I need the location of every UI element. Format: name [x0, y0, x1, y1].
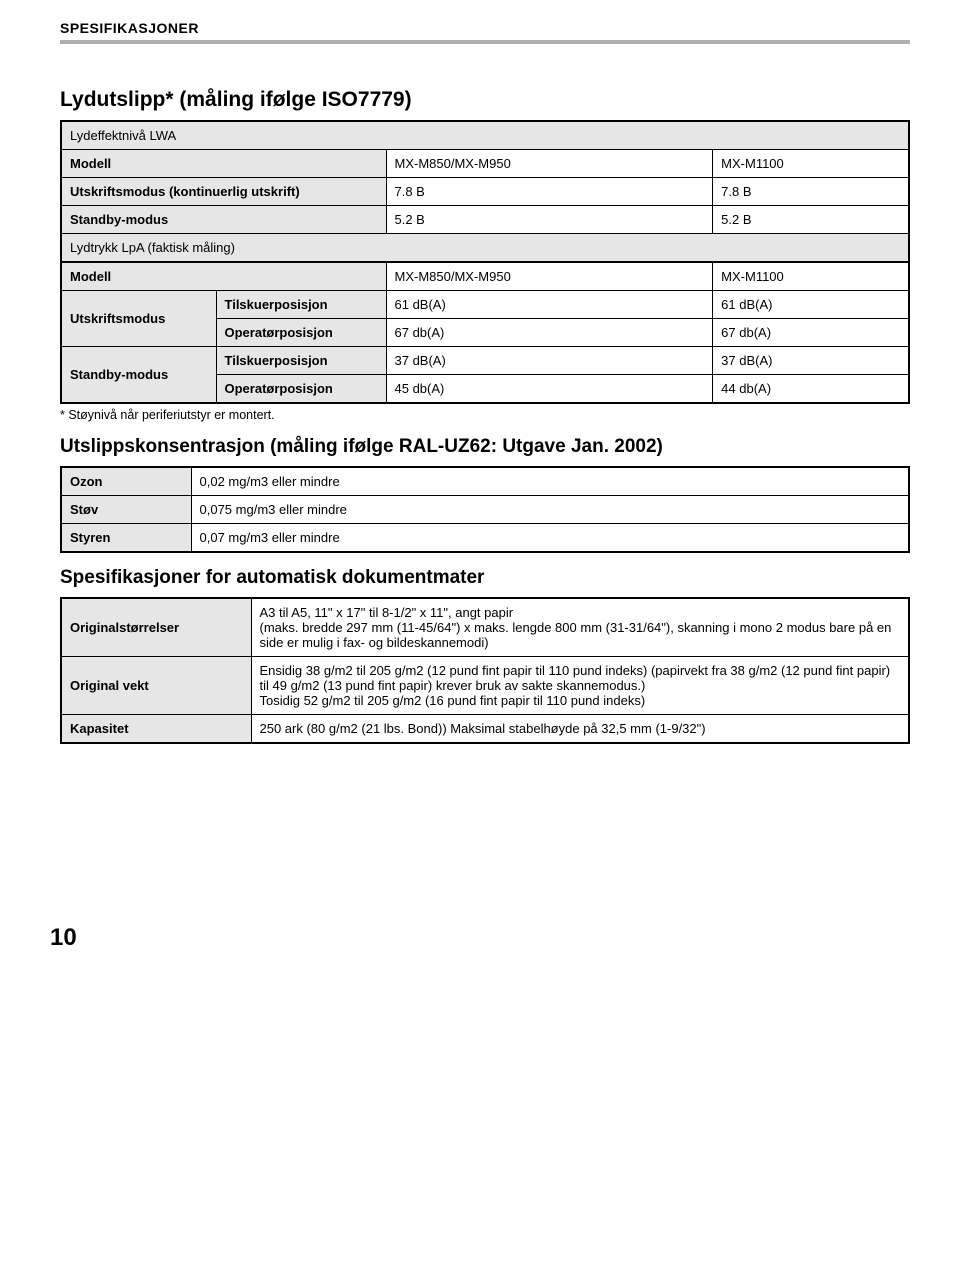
- bystander-1: Tilskuerposisjon: [216, 291, 386, 319]
- standby-mode-2: Standby-modus: [61, 347, 216, 404]
- noise-footnote: * Støynivå når periferiutstyr er montert…: [60, 408, 910, 422]
- emission-table: Ozon 0,02 mg/m3 eller mindre Støv 0,075 …: [60, 466, 910, 553]
- cap-val: 250 ark (80 g/m2 (21 lbs. Bond)) Maksima…: [251, 715, 909, 744]
- feeder-table: Originalstørrelser A3 til A5, 11" x 17" …: [60, 597, 910, 744]
- ozone-val: 0,02 mg/m3 eller mindre: [191, 467, 909, 496]
- feeder-title: Spesifikasjoner for automatisk dokumentm…: [60, 567, 910, 589]
- print-mode-2: Utskriftsmodus: [61, 291, 216, 347]
- noise-section-title: Lydutslipp* (måling ifølge ISO7779): [60, 88, 910, 112]
- print-mode-label: Utskriftsmodus (kontinuerlig utskrift): [61, 178, 386, 206]
- noise-table-1: Lydeffektnivå LWA Modell MX-M850/MX-M950…: [60, 120, 910, 263]
- model-b: MX-M1100: [713, 150, 909, 178]
- bystander-2: Tilskuerposisjon: [216, 347, 386, 375]
- page-number: 10: [50, 924, 910, 952]
- r3b: 37 dB(A): [713, 347, 909, 375]
- model-a: MX-M850/MX-M950: [386, 150, 713, 178]
- r1b: 61 dB(A): [713, 291, 909, 319]
- r3a: 37 dB(A): [386, 347, 713, 375]
- ozone-label: Ozon: [61, 467, 191, 496]
- model-a-2: MX-M850/MX-M950: [386, 262, 713, 291]
- print-a: 7.8 B: [386, 178, 713, 206]
- model-label-2: Modell: [61, 262, 386, 291]
- r1a: 61 dB(A): [386, 291, 713, 319]
- operator-1: Operatørposisjon: [216, 319, 386, 347]
- print-b: 7.8 B: [713, 178, 909, 206]
- styrene-label: Styren: [61, 524, 191, 553]
- weight-label: Original vekt: [61, 657, 251, 715]
- weight-val: Ensidig 38 g/m2 til 205 g/m2 (12 pund fi…: [251, 657, 909, 715]
- standby-b: 5.2 B: [713, 206, 909, 234]
- dust-label: Støv: [61, 496, 191, 524]
- header-rule: [60, 40, 910, 44]
- operator-2: Operatørposisjon: [216, 375, 386, 404]
- page-header: SPESIFIKASJONER: [60, 20, 910, 44]
- styrene-val: 0,07 mg/m3 eller mindre: [191, 524, 909, 553]
- cap-label: Kapasitet: [61, 715, 251, 744]
- dust-val: 0,075 mg/m3 eller mindre: [191, 496, 909, 524]
- r4a: 45 db(A): [386, 375, 713, 404]
- noise-table-2: Modell MX-M850/MX-M950 MX-M1100 Utskrift…: [60, 261, 910, 404]
- model-b-2: MX-M1100: [713, 262, 909, 291]
- sizes-val: A3 til A5, 11" x 17" til 8-1/2" x 11", a…: [251, 598, 909, 657]
- standby-a: 5.2 B: [386, 206, 713, 234]
- emission-title: Utslippskonsentrasjon (måling ifølge RAL…: [60, 436, 910, 458]
- pressure-row: Lydtrykk LpA (faktisk måling): [61, 234, 909, 263]
- model-label: Modell: [61, 150, 386, 178]
- standby-label: Standby-modus: [61, 206, 386, 234]
- r2a: 67 db(A): [386, 319, 713, 347]
- sizes-label: Originalstørrelser: [61, 598, 251, 657]
- r2b: 67 db(A): [713, 319, 909, 347]
- r4b: 44 db(A): [713, 375, 909, 404]
- power-level-row: Lydeffektnivå LWA: [61, 121, 909, 150]
- header-title: SPESIFIKASJONER: [60, 20, 910, 36]
